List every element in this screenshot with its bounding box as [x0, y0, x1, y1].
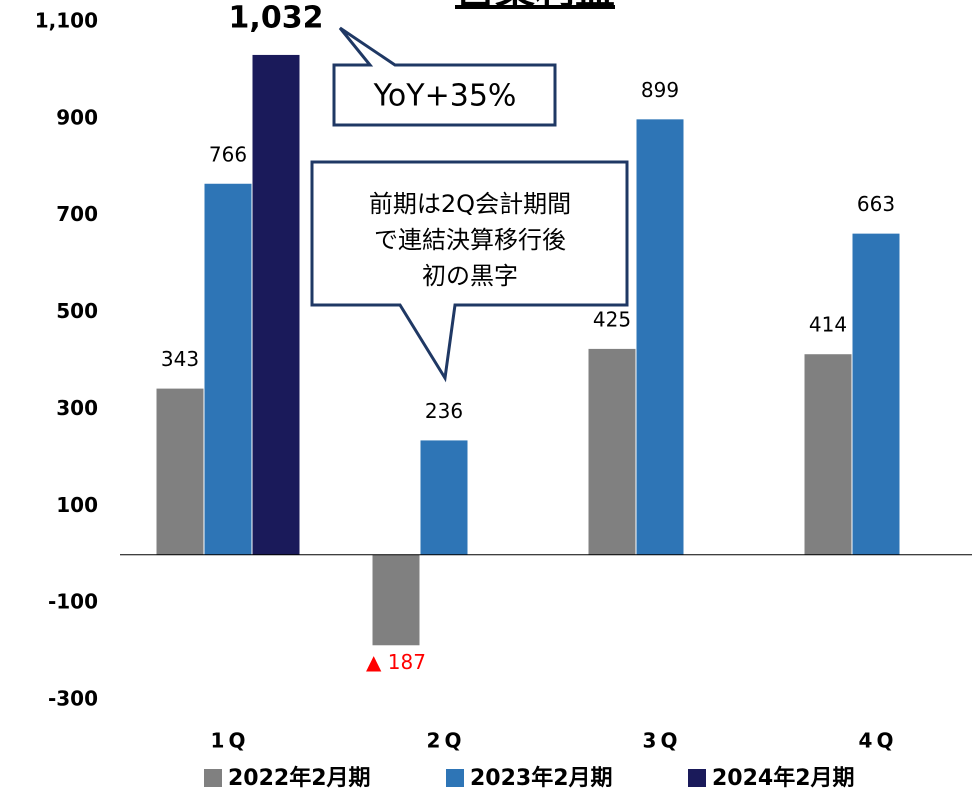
y-tick-label: -300 — [48, 687, 98, 711]
y-tick-label: 100 — [56, 493, 98, 517]
bar — [156, 388, 204, 555]
data-label: 236 — [425, 399, 463, 423]
callout-note — [310, 160, 629, 383]
bar — [588, 348, 636, 555]
bar — [804, 354, 852, 555]
data-label: 425 — [593, 307, 631, 331]
data-label: ▲ 187 — [366, 650, 426, 674]
annotation-line: で連結決算移行後 — [374, 226, 566, 254]
x-tick-label: 1Q — [211, 729, 250, 753]
x-tick-label: 3Q — [643, 729, 682, 753]
legend-label: 2023年2月期 — [470, 765, 613, 791]
callout-yoy — [332, 26, 557, 127]
data-label: 766 — [209, 142, 247, 166]
chart-title: 営業利益 — [455, 0, 615, 13]
bar — [420, 440, 468, 555]
bar — [204, 183, 252, 555]
y-tick-label: 900 — [56, 105, 98, 129]
data-label: 899 — [641, 78, 679, 102]
legend-label: 2024年2月期 — [712, 765, 855, 791]
data-label: 414 — [809, 313, 847, 337]
legend-label: 2022年2月期 — [228, 765, 371, 791]
legend-swatch — [204, 769, 222, 787]
data-label: 343 — [161, 347, 199, 371]
annotation: YoY+35% — [373, 79, 517, 114]
annotation-line: 初の黒字 — [422, 262, 518, 290]
y-tick-label: 500 — [56, 299, 98, 323]
bar — [636, 119, 684, 555]
y-tick-label: 300 — [56, 396, 98, 420]
annotation-line: 前期は2Q会計期間 — [369, 190, 571, 218]
bar — [852, 233, 900, 555]
y-tick-label: -100 — [48, 590, 98, 614]
y-tick-label: 700 — [56, 202, 98, 226]
x-tick-label: 2Q — [427, 729, 466, 753]
data-label: 663 — [857, 192, 895, 216]
legend-swatch — [688, 769, 706, 787]
legend-swatch — [446, 769, 464, 787]
data-label: 1,032 — [229, 0, 324, 35]
x-tick-label: 4Q — [859, 729, 898, 753]
y-tick-label: 1,100 — [35, 9, 98, 33]
bar — [252, 54, 300, 555]
bar — [372, 554, 420, 646]
